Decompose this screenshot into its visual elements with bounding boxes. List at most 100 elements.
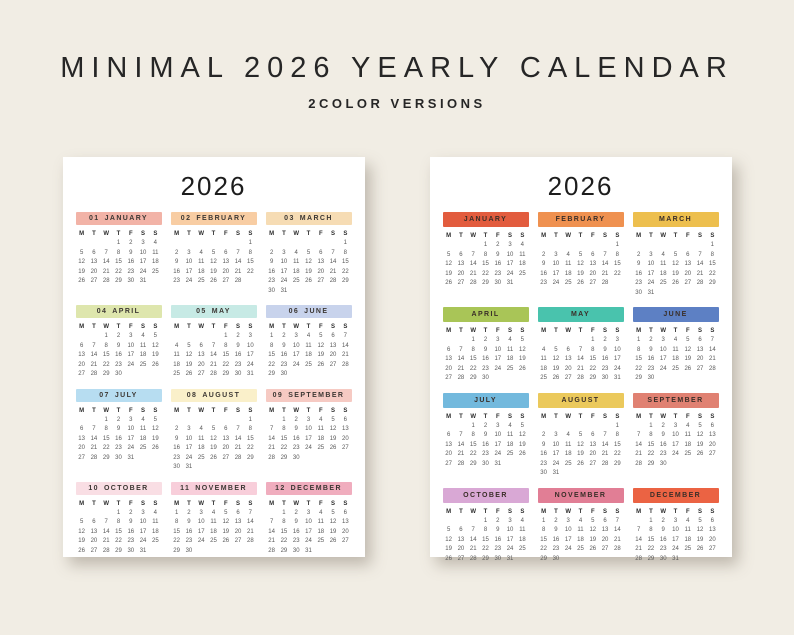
date-cell: 28	[469, 280, 477, 286]
date-cell: 4	[673, 337, 678, 343]
weekday-label: T	[116, 407, 121, 414]
dates-grid: 1 2 3 4 5 6 7 8 9 10 11 12 13 14 15 16 17 18 19 20 21 22 23 24 2…	[76, 332, 162, 380]
weekday-label: S	[520, 328, 525, 334]
date-cell: 7	[248, 509, 253, 516]
weekday-label: S	[698, 413, 703, 420]
date-cell: 26	[589, 546, 597, 552]
month-number: 08	[186, 391, 198, 399]
date-cell: 13	[457, 536, 465, 543]
date-cell	[339, 547, 351, 557]
date-cell: 20	[696, 356, 704, 362]
date-cell	[315, 454, 327, 464]
date-cell: 23	[601, 365, 609, 372]
date-cell: 7	[603, 251, 607, 258]
date-cell: 28	[268, 547, 275, 554]
weekday-label: M	[446, 328, 452, 334]
date-cell: 21	[342, 352, 349, 358]
date-cell: 3	[129, 416, 133, 423]
date-cell: 22	[614, 451, 621, 457]
weekday-label: T	[92, 231, 96, 237]
weekday-label: T	[554, 328, 558, 334]
date-cell: 24	[506, 546, 514, 552]
date-cell: 11	[565, 441, 572, 448]
date-cell	[504, 460, 516, 470]
date-cell: 29	[173, 547, 180, 554]
date-cell: 28	[614, 546, 621, 552]
date-cell: 3	[306, 509, 311, 516]
date-cell: 3	[141, 240, 145, 246]
date-cell: 5	[446, 527, 451, 533]
date-cell: 11	[210, 519, 217, 525]
date-cell: 19	[185, 361, 193, 368]
month-august-pastel: 08 AUGUST M T W T F S S 1 2 3 4 5 6 7 8 9 10 11 12 13 14 15 16 17…	[170, 388, 257, 473]
date-cell	[220, 547, 232, 557]
date-cell: 26	[210, 454, 217, 461]
month-name: SEPTEMBER	[288, 391, 345, 399]
date-cell: 22	[222, 361, 230, 368]
weekday-label: T	[673, 233, 678, 239]
date-cell: 26	[152, 361, 159, 368]
date-cell	[244, 463, 256, 473]
weekday-label: W	[293, 324, 300, 330]
weekday-label: M	[446, 233, 452, 239]
date-cell: 12	[305, 259, 312, 265]
month-name: JANUARY	[104, 215, 148, 222]
date-cell	[669, 241, 681, 251]
date-cell: 6	[603, 517, 607, 524]
date-cell: 21	[329, 268, 337, 275]
date-cell: 13	[445, 356, 452, 362]
date-cell: 23	[127, 538, 135, 544]
date-cell: 26	[222, 538, 230, 544]
date-cell: 31	[552, 470, 560, 476]
date-cell: 6	[698, 337, 702, 343]
date-cell: 7	[698, 251, 702, 258]
date-cell: 7	[269, 519, 274, 525]
date-cell: 8	[282, 519, 286, 525]
weekday-label: T	[459, 508, 463, 515]
date-cell	[171, 332, 183, 342]
date-cell: 8	[541, 527, 546, 533]
date-cell: 27	[222, 454, 230, 461]
date-cell	[327, 239, 339, 249]
date-cell: 26	[519, 451, 526, 457]
date-cell	[207, 416, 219, 426]
date-cell: 20	[222, 445, 230, 451]
month-number: 07	[99, 391, 110, 399]
date-cell: 13	[709, 432, 716, 438]
date-cell: 26	[577, 460, 584, 467]
date-cell: 30	[234, 371, 242, 377]
date-cell: 19	[577, 270, 584, 277]
date-cell: 23	[540, 460, 547, 467]
date-cell: 10	[552, 261, 560, 267]
weekday-label: F	[223, 407, 228, 414]
date-cell: 30	[482, 460, 489, 467]
date-cell	[327, 287, 339, 297]
date-cell	[327, 370, 339, 380]
date-cell: 18	[672, 356, 679, 362]
date-cell: 3	[673, 517, 678, 524]
date-cell: 9	[483, 432, 488, 438]
date-cell: 12	[696, 527, 704, 533]
date-cell: 11	[684, 432, 691, 438]
date-cell: 24	[127, 361, 135, 368]
date-cell: 21	[102, 538, 110, 544]
date-cell: 25	[564, 280, 572, 286]
date-cell: 31	[247, 371, 254, 377]
date-cell: 14	[577, 356, 584, 362]
date-cell	[76, 509, 88, 519]
month-number: 04	[96, 308, 108, 315]
weekday-label: S	[520, 508, 525, 515]
month-header-bar: 01 JANUARY	[75, 212, 162, 225]
date-cell: 18	[659, 270, 667, 277]
date-cell: 20	[589, 451, 597, 457]
date-cell: 9	[496, 527, 500, 533]
date-cell: 24	[494, 365, 502, 372]
date-cell: 22	[469, 365, 477, 372]
date-cell: 31	[506, 280, 514, 286]
date-cell: 26	[329, 445, 337, 451]
date-cell: 3	[248, 333, 253, 339]
date-cell: 12	[222, 519, 230, 525]
